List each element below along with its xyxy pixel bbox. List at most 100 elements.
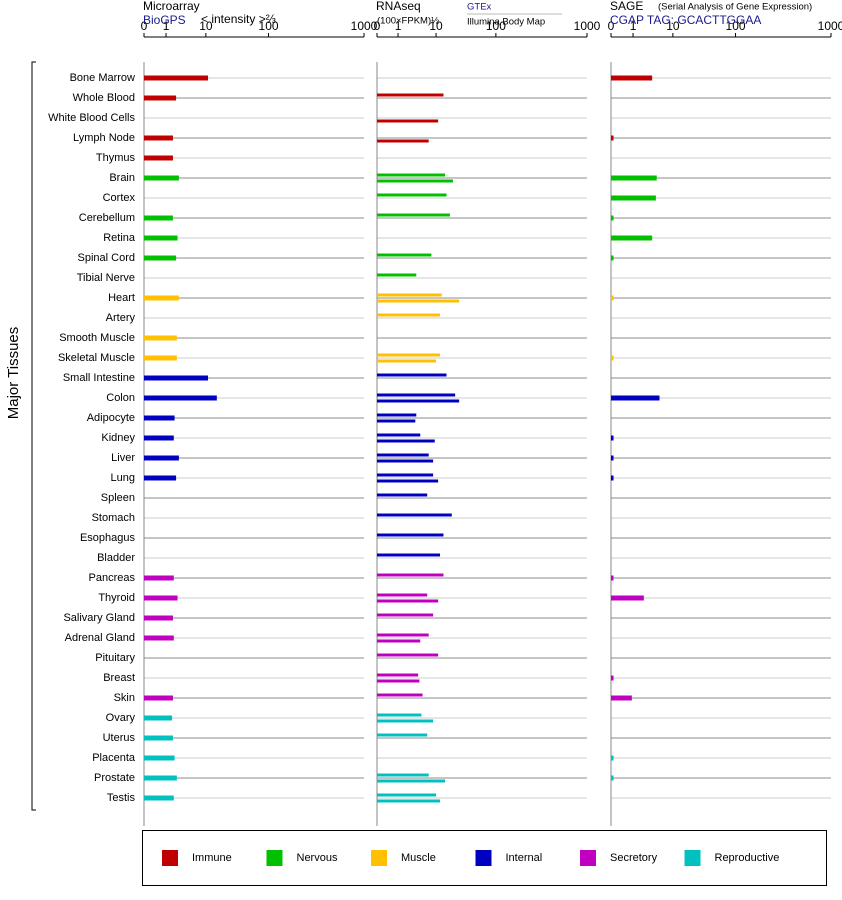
- category-label: Small Intestine: [63, 372, 135, 384]
- bar: [377, 479, 439, 483]
- bar: [377, 533, 444, 537]
- bar: [377, 193, 447, 197]
- bar: [377, 599, 439, 603]
- category-label: Tibial Nerve: [77, 272, 135, 284]
- category-label: Heart: [108, 292, 135, 304]
- bar: [144, 375, 209, 381]
- panel-title: Microarray: [143, 0, 200, 13]
- bar: [144, 695, 173, 701]
- category-label: Lymph Node: [73, 132, 135, 144]
- bar: [611, 255, 614, 261]
- category-label: Pancreas: [89, 572, 136, 584]
- legend-label: Secretory: [610, 852, 658, 864]
- bar: [144, 475, 177, 481]
- bar: [377, 433, 421, 437]
- bar: [377, 613, 434, 617]
- category-label: Bladder: [97, 552, 135, 564]
- category-label: Thyroid: [98, 592, 135, 604]
- x-tick-label: 100: [486, 19, 506, 33]
- x-tick-label: 0: [608, 19, 615, 33]
- bar: [377, 593, 428, 597]
- bar: [377, 719, 434, 723]
- bar: [144, 795, 174, 801]
- x-tick-label: 1000: [574, 19, 601, 33]
- bar: [377, 359, 437, 363]
- category-label: Testis: [107, 792, 136, 804]
- bar: [144, 335, 177, 341]
- panel-title: RNAseq: [376, 0, 421, 13]
- category-label: White Blood Cells: [48, 112, 135, 124]
- bar: [377, 273, 417, 277]
- bar: [611, 595, 644, 601]
- bar: [144, 395, 217, 401]
- bar: [144, 235, 178, 241]
- category-label: Retina: [103, 232, 136, 244]
- category-label: Thymus: [96, 152, 136, 164]
- bar: [377, 773, 429, 777]
- x-tick-label: 100: [726, 19, 746, 33]
- bar: [144, 455, 179, 461]
- legend-swatch: [684, 850, 701, 866]
- bar: [377, 693, 423, 697]
- category-label: Liver: [111, 452, 135, 464]
- bar: [377, 313, 441, 317]
- bar: [377, 713, 422, 717]
- bar: [377, 413, 417, 417]
- bracket: [31, 61, 36, 811]
- bar: [144, 255, 177, 261]
- bar: [377, 399, 460, 403]
- bar: [144, 775, 177, 781]
- x-tick-label: 100: [259, 19, 279, 33]
- bar: [611, 455, 614, 461]
- legend-label: Reproductive: [715, 852, 780, 864]
- panel-note: (Serial Analysis of Gene Expression): [658, 2, 812, 13]
- panel-unit: (100×FPKM)½: [377, 16, 439, 27]
- series-name: CGAP TAG: GCACTTGGAA: [610, 13, 761, 27]
- category-label: Salivary Gland: [63, 612, 135, 624]
- bar: [144, 135, 173, 141]
- bar: [611, 775, 614, 781]
- bar: [144, 175, 179, 181]
- legend-swatch: [475, 850, 492, 866]
- legend-label: Muscle: [401, 852, 436, 864]
- bar: [377, 373, 447, 377]
- bar: [377, 299, 460, 303]
- category-label: Breast: [103, 672, 135, 684]
- category-label: Prostate: [94, 772, 135, 784]
- bar: [377, 459, 434, 463]
- bar: [377, 173, 446, 177]
- bar: [144, 215, 173, 221]
- category-label: Spinal Cord: [78, 252, 135, 264]
- bar: [144, 575, 174, 581]
- bar: [377, 419, 416, 423]
- category-label: Ovary: [106, 712, 136, 724]
- bar: [377, 473, 434, 477]
- bar: [377, 779, 446, 783]
- bar: [377, 453, 429, 457]
- bar: [377, 679, 420, 683]
- bar: [611, 395, 660, 401]
- bar: [611, 215, 614, 221]
- category-label: Brain: [109, 172, 135, 184]
- bar: [611, 195, 656, 201]
- bar: [611, 675, 614, 681]
- bar: [611, 175, 657, 181]
- legend-box: [142, 830, 827, 886]
- bar: [611, 75, 653, 81]
- x-tick-label: 0: [374, 19, 381, 33]
- legend-label: Internal: [506, 852, 543, 864]
- bar: [144, 355, 177, 361]
- bar: [144, 295, 179, 301]
- bar: [377, 799, 441, 803]
- bar: [377, 573, 444, 577]
- x-tick-label: 1: [630, 19, 637, 33]
- category-label: Pituitary: [95, 652, 135, 664]
- bar: [377, 639, 421, 643]
- x-tick-label: 1: [163, 19, 170, 33]
- bar: [144, 435, 174, 441]
- legend-swatch: [371, 850, 387, 866]
- x-tick-label: 10: [199, 19, 213, 33]
- bar: [377, 253, 432, 257]
- category-label: Skin: [114, 692, 135, 704]
- category-label: Smooth Muscle: [59, 332, 135, 344]
